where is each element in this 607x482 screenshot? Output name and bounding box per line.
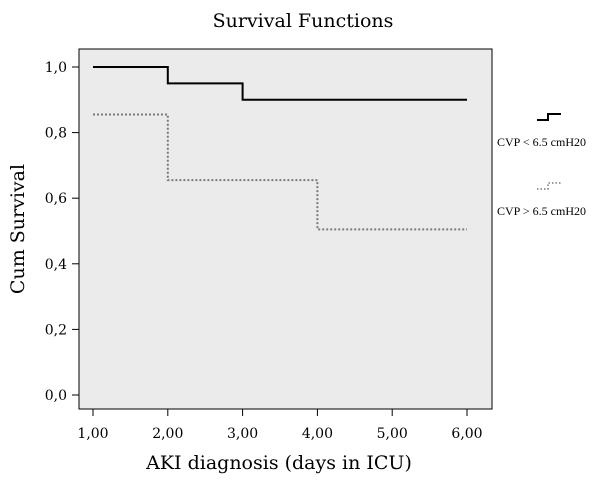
y-tick-label: 0,4	[45, 257, 67, 273]
y-tick-label: 0,0	[45, 388, 67, 404]
x-tick-label: 5,00	[377, 426, 408, 442]
y-tick-label: 0,2	[45, 322, 67, 338]
y-tick-label: 1,0	[45, 60, 67, 76]
legend: CVP < 6.5 cmH20 CVP > 6.5 cmH20	[497, 113, 586, 218]
x-tick-label: 1,00	[77, 426, 108, 442]
y-axis-ticks: 0,0 0,2 0,4 0,6 0,8 1,0	[45, 60, 79, 404]
x-tick-label: 3,00	[227, 426, 258, 442]
survival-line-series-2	[93, 113, 467, 231]
y-tick-label: 0,6	[45, 191, 67, 207]
legend-swatch	[537, 113, 561, 121]
x-axis-label: AKI diagnosis (days in ICU)	[145, 452, 412, 474]
legend-label: CVP < 6.5 cmH20	[497, 135, 586, 149]
legend-swatch	[537, 182, 561, 190]
legend-label: CVP > 6.5 cmH20	[497, 204, 586, 218]
x-tick-label: 2,00	[152, 426, 183, 442]
series-layer	[93, 66, 467, 231]
x-tick-label: 4,00	[302, 426, 333, 442]
chart-title: Survival Functions	[213, 10, 394, 32]
y-axis-label: Cum Survival	[7, 164, 29, 294]
survival-line-series-1	[93, 66, 467, 101]
x-tick-label: 6,00	[451, 426, 482, 442]
plot-area	[78, 48, 493, 410]
x-axis-ticks: 1,00 2,00 3,00 4,00 5,00 6,00	[77, 409, 483, 442]
y-tick-label: 0,8	[45, 126, 67, 142]
